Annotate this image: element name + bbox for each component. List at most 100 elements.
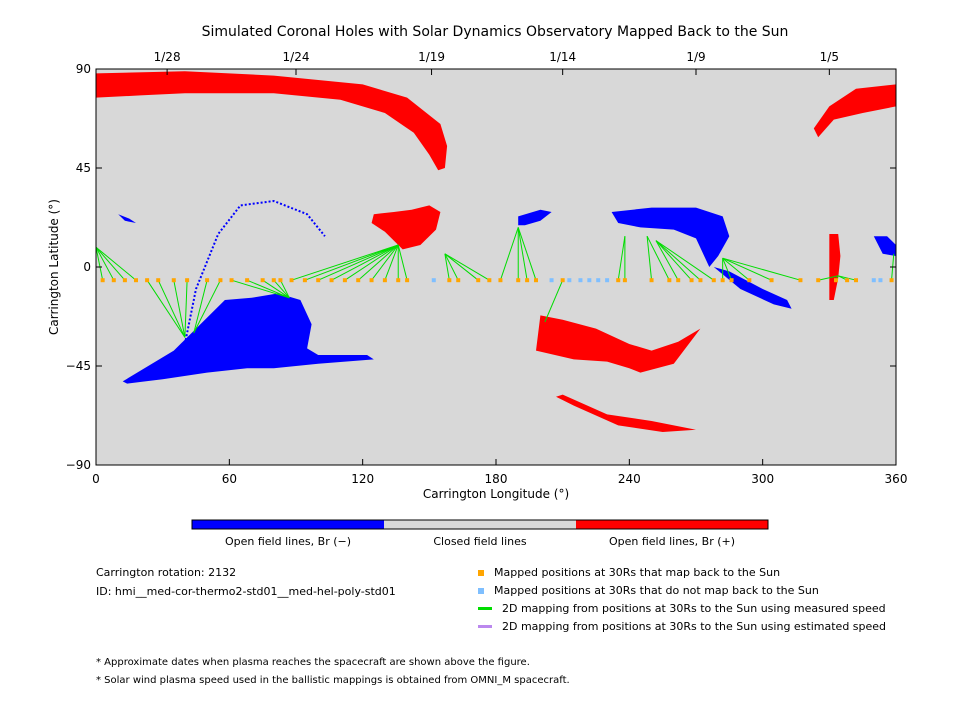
mapped-point-23 (396, 278, 401, 283)
x-tick-label-1: 60 (222, 472, 237, 486)
mapped-point-44 (747, 278, 752, 283)
mapped-point-24 (405, 278, 410, 283)
mapping-line-3-1 (246, 279, 290, 299)
coronal-hole-negative-4 (518, 209, 552, 226)
x-tick-label-3: 180 (485, 472, 508, 486)
y-axis-label: Carrington Latitude (°) (47, 199, 61, 335)
top-tick-label-1: 1/24 (283, 50, 310, 64)
mapped-point-50 (854, 278, 858, 283)
mapping-line-0-0 (95, 247, 104, 281)
y-tick-label-4: −90 (66, 458, 91, 472)
mapping-line-1-2 (173, 280, 186, 338)
footnote-dates: * Approximate dates when plasma reaches … (96, 657, 530, 668)
x-tick-label-6: 360 (885, 472, 908, 486)
mapping-line-5-2 (444, 253, 479, 281)
top-tick-label-0: 1/28 (154, 50, 181, 64)
mapping-line-1-0 (146, 279, 186, 338)
mapped-positions (100, 278, 894, 283)
coronal-hole-positive-1 (813, 84, 896, 138)
mapping-line-10-3 (655, 240, 715, 281)
mapped-point-22 (382, 278, 387, 283)
colorbar-segment-2 (576, 520, 768, 529)
coronal-hole-negative-6 (713, 267, 792, 309)
unmapped-point-4 (587, 278, 592, 283)
legend-item-measured-speed: 2D mapping from positions at 30Rs to the… (478, 602, 886, 615)
y-tick-label-3: −45 (66, 359, 91, 373)
mapped-point-15 (289, 278, 294, 283)
mapping-line-12-0 (818, 275, 839, 281)
legend-label-estimated-speed: 2D mapping from positions at 30Rs to the… (502, 620, 887, 633)
mapped-point-18 (329, 278, 334, 283)
mapped-point-6 (171, 278, 176, 283)
mapping-line-11-2 (722, 257, 750, 281)
mapping-line-4-6 (371, 244, 399, 281)
x-tick-label-5: 300 (751, 472, 774, 486)
carrington-rotation-text: Carrington rotation: 2132 (96, 566, 237, 579)
y-tick-label-2: 0 (83, 260, 91, 274)
mapping-line-6-2 (517, 227, 528, 281)
mapping-line-1-1 (157, 279, 186, 338)
mapping-line-0-1 (95, 246, 115, 281)
mapping-line-0-3 (95, 246, 137, 281)
mapped-point-14 (278, 278, 283, 283)
model-id-text: ID: hmi__med-cor-thermo2-std01__med-hel-… (96, 585, 396, 598)
colorbar-segment-1 (384, 520, 576, 529)
mapped-point-12 (260, 278, 265, 283)
mapped-point-19 (342, 278, 347, 283)
mapped-point-5 (156, 278, 161, 283)
mapped-point-41 (711, 278, 716, 283)
mapping-line-4-0 (291, 244, 399, 281)
purple-line-icon (478, 625, 492, 628)
mapping-line-5-0 (444, 253, 450, 281)
mapped-point-11 (245, 278, 250, 283)
colorbar-label-1: Closed field lines (433, 535, 527, 548)
mapping-line-4-9 (397, 244, 408, 281)
light-blue-square-icon (478, 587, 484, 594)
mapping-line-3-3 (273, 279, 290, 299)
mapping-line-3-0 (231, 279, 290, 299)
mapping-line-4-2 (318, 244, 399, 281)
mapped-point-37 (667, 278, 672, 283)
mapping-line-2-1 (193, 279, 221, 334)
mapped-point-32 (534, 278, 538, 283)
mapped-point-31 (525, 278, 530, 283)
y-axis-ticks: 90 45 0 −45 −90 (66, 62, 896, 472)
coronal-hole-negative-arc (183, 199, 326, 345)
coronal-hole-negative-8 (122, 293, 374, 384)
mapping-line-7-0 (544, 280, 564, 323)
mapped-point-25 (447, 278, 452, 283)
mapping-line-9-1 (646, 235, 670, 281)
colorbar-label-0: Open field lines, Br (−) (225, 535, 351, 548)
mapped-point-30 (516, 278, 521, 283)
legend-label-mapped: Mapped positions at 30Rs that map back t… (494, 566, 781, 579)
mapping-line-5-3 (444, 253, 490, 281)
mapped-point-51 (889, 278, 894, 283)
top-tick-label-4: 1/9 (686, 50, 705, 64)
unmapped-point-0 (431, 278, 436, 283)
mapped-point-17 (316, 278, 321, 283)
x-tick-label-4: 240 (618, 472, 641, 486)
unmapped-point-8 (878, 278, 883, 283)
legend-item-mapped: Mapped positions at 30Rs that map back t… (478, 566, 780, 579)
mapped-point-34 (616, 278, 621, 283)
mapped-point-4 (145, 278, 150, 283)
legend-item-not-mapped: Mapped positions at 30Rs that do not map… (478, 584, 819, 597)
unmapped-point-1 (549, 278, 554, 283)
mapped-point-0 (100, 278, 105, 283)
mapping-line-4-5 (357, 244, 399, 281)
mapped-point-49 (845, 278, 850, 283)
top-tick-label-2: 1/19 (418, 50, 445, 64)
mapped-point-38 (676, 278, 681, 283)
coronal-hole-positive-10 (556, 394, 696, 432)
mapped-point-46 (798, 278, 803, 283)
y-tick-label-1: 45 (76, 161, 91, 175)
mapped-point-43 (729, 278, 734, 283)
mapping-line-4-7 (384, 244, 399, 281)
colorbar-segment-0 (192, 520, 384, 529)
x-axis-ticks: 0 60 120 180 240 300 360 (92, 459, 907, 486)
coronal-hole-negative-5 (611, 207, 730, 267)
mapping-line-8-0 (617, 236, 626, 281)
top-tick-label-3: 1/14 (549, 50, 576, 64)
mapped-point-36 (649, 278, 654, 283)
coronal-hole-positive-11 (829, 234, 841, 300)
